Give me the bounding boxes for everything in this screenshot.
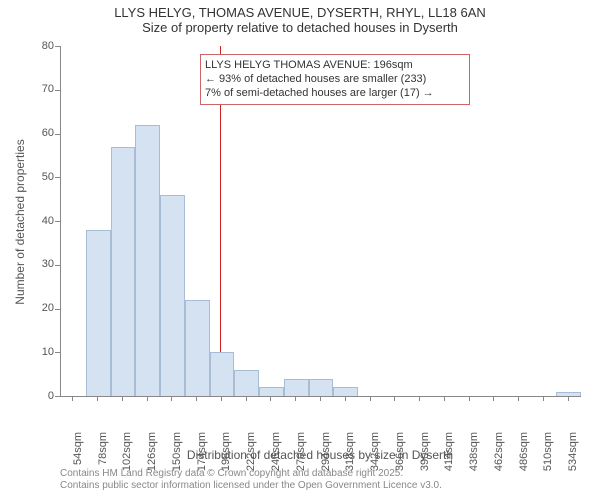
ytick-mark [55, 90, 60, 91]
histogram-bar [160, 195, 185, 396]
xtick-label: 294sqm [320, 432, 332, 482]
ytick-label: 50 [26, 171, 54, 183]
xtick-label: 102sqm [121, 432, 133, 482]
xtick-label: 318sqm [344, 432, 356, 482]
xtick-mark [493, 396, 494, 401]
xtick-label: 270sqm [295, 432, 307, 482]
ytick-label: 70 [26, 83, 54, 95]
histogram-bar [111, 147, 136, 396]
histogram-bar [259, 387, 284, 396]
ytick-label: 30 [26, 258, 54, 270]
xtick-label: 462sqm [493, 432, 505, 482]
histogram-bar [309, 379, 334, 397]
ytick-mark [55, 265, 60, 266]
ytick-mark [55, 46, 60, 47]
xtick-mark [444, 396, 445, 401]
xtick-mark [295, 396, 296, 401]
chart-title-line1: LLYS HELYG, THOMAS AVENUE, DYSERTH, RHYL… [0, 6, 600, 21]
xtick-label: 198sqm [220, 432, 232, 482]
xtick-mark [72, 396, 73, 401]
xtick-mark [394, 396, 395, 401]
histogram-bar [86, 230, 111, 396]
histogram-bar [185, 300, 210, 396]
xtick-mark [171, 396, 172, 401]
xtick-mark [518, 396, 519, 401]
xtick-label: 366sqm [394, 432, 406, 482]
xtick-mark [419, 396, 420, 401]
histogram-bar [556, 392, 581, 396]
ytick-mark [55, 177, 60, 178]
histogram-bar [210, 352, 235, 396]
xtick-mark [147, 396, 148, 401]
ytick-label: 20 [26, 302, 54, 314]
xtick-label: 414sqm [443, 432, 455, 482]
xtick-label: 534sqm [567, 432, 579, 482]
xtick-label: 438sqm [468, 432, 480, 482]
xtick-label: 486sqm [518, 432, 530, 482]
xtick-mark [196, 396, 197, 401]
histogram-bar [333, 387, 358, 396]
xtick-label: 342sqm [369, 432, 381, 482]
annotation-line1: LLYS HELYG THOMAS AVENUE: 196sqm [205, 59, 465, 73]
xtick-label: 126sqm [146, 432, 158, 482]
xtick-label: 510sqm [542, 432, 554, 482]
xtick-label: 246sqm [270, 432, 282, 482]
ytick-label: 40 [26, 215, 54, 227]
ytick-mark [55, 309, 60, 310]
xtick-label: 174sqm [196, 432, 208, 482]
annotation-line3: 7% of semi-detached houses are larger (1… [205, 87, 465, 101]
ytick-mark [55, 134, 60, 135]
ytick-label: 0 [26, 390, 54, 402]
xtick-mark [345, 396, 346, 401]
xtick-mark [122, 396, 123, 401]
y-axis-label: Number of detached properties [13, 47, 27, 397]
histogram-bar [234, 370, 259, 396]
annotation-line2: ← 93% of detached houses are smaller (23… [205, 73, 465, 87]
ytick-mark [55, 221, 60, 222]
ytick-mark [55, 396, 60, 397]
annotation-box: LLYS HELYG THOMAS AVENUE: 196sqm ← 93% o… [200, 54, 470, 105]
xtick-mark [568, 396, 569, 401]
xtick-label: 78sqm [97, 432, 109, 482]
ytick-label: 10 [26, 346, 54, 358]
histogram-bar [135, 125, 160, 396]
ytick-label: 60 [26, 127, 54, 139]
chart-subtitle: Size of property relative to detached ho… [0, 21, 600, 36]
xtick-label: 150sqm [171, 432, 183, 482]
xtick-mark [370, 396, 371, 401]
xtick-mark [221, 396, 222, 401]
xtick-mark [469, 396, 470, 401]
xtick-label: 222sqm [245, 432, 257, 482]
xtick-mark [320, 396, 321, 401]
xtick-label: 54sqm [72, 432, 84, 482]
xtick-mark [543, 396, 544, 401]
xtick-mark [246, 396, 247, 401]
xtick-mark [270, 396, 271, 401]
xtick-mark [97, 396, 98, 401]
xtick-label: 390sqm [419, 432, 431, 482]
histogram-bar [284, 379, 309, 397]
ytick-label: 80 [26, 40, 54, 52]
ytick-mark [55, 352, 60, 353]
